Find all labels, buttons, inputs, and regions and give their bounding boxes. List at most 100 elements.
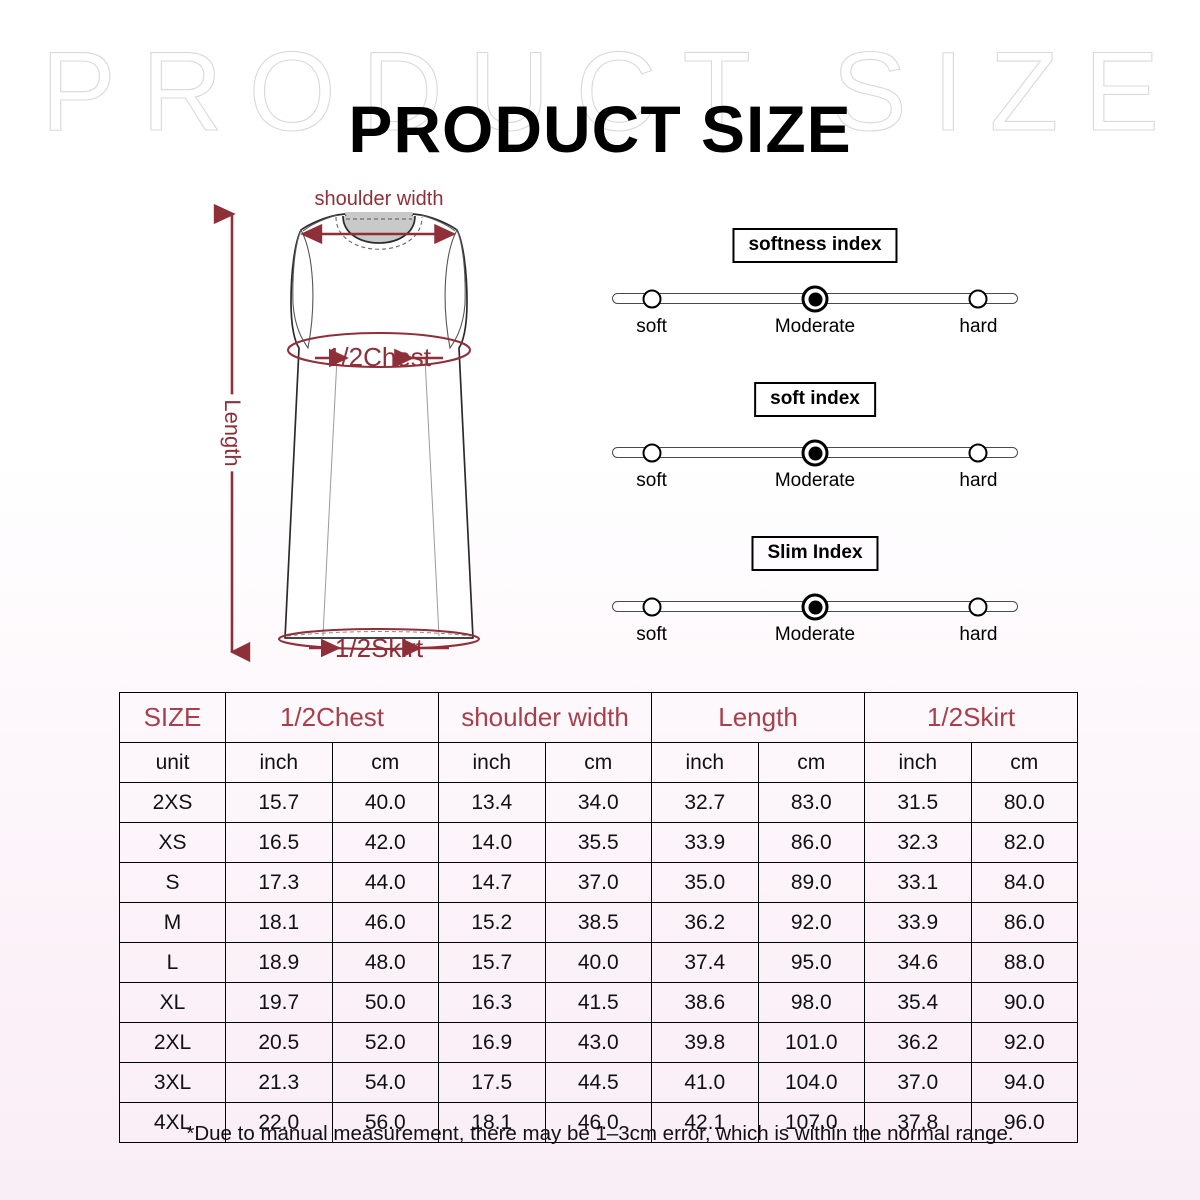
size-table-container: SIZE 1/2Chest shoulder width Length 1/2S… bbox=[119, 692, 1079, 1143]
table-row: 4XL 22.0 56.0 18.1 46.0 42.1 107.0 37.8 … bbox=[119, 1102, 1079, 1143]
cell-value: 16.9 bbox=[438, 1022, 546, 1063]
slider-label-soft: soft bbox=[636, 624, 667, 645]
table-row: L 18.9 48.0 15.7 40.0 37.4 95.0 34.6 88.… bbox=[119, 942, 1079, 983]
unit-cell-label: unit bbox=[119, 742, 226, 783]
cell-value: 86.0 bbox=[757, 822, 866, 863]
slider-label-soft: soft bbox=[636, 470, 667, 491]
cell-value: 32.7 bbox=[651, 782, 759, 823]
garment-illustration bbox=[213, 203, 481, 663]
header-shoulder-width: shoulder width bbox=[438, 692, 653, 743]
product-index-panel: softness index soft Moderate hard soft i… bbox=[600, 220, 1030, 660]
cell-value: 46.0 bbox=[331, 902, 440, 943]
cell-value: 42.1 bbox=[651, 1102, 759, 1143]
measurement-disclaimer: *Due to manual measurement, there may be… bbox=[186, 1122, 1014, 1145]
cell-value: 83.0 bbox=[757, 782, 866, 823]
half-skirt-measure bbox=[277, 627, 481, 658]
cell-value: 35.5 bbox=[544, 822, 653, 863]
slider-label-hard: hard bbox=[959, 316, 998, 337]
soft-slider[interactable] bbox=[600, 436, 1030, 470]
index-block-soft: soft index soft Moderate hard bbox=[600, 374, 1030, 500]
unit-cell-chest-cm: cm bbox=[331, 742, 440, 783]
cell-value: 18.9 bbox=[225, 942, 333, 983]
cell-value: 37.0 bbox=[544, 862, 653, 903]
cell-value: 41.5 bbox=[544, 982, 653, 1023]
cell-value: 96.0 bbox=[970, 1102, 1079, 1143]
cell-value: 37.8 bbox=[864, 1102, 972, 1143]
slider-labels: soft Moderate hard bbox=[600, 316, 1030, 342]
size-table: SIZE 1/2Chest shoulder width Length 1/2S… bbox=[119, 692, 1079, 1143]
cell-value: 52.0 bbox=[331, 1022, 440, 1063]
softness-slider[interactable] bbox=[600, 282, 1030, 316]
table-unit-header-row: unit inch cm inch cm inch cm inch cm bbox=[119, 742, 1079, 783]
page-title: PRODUCT SIZE bbox=[348, 92, 852, 166]
cell-size: XS bbox=[119, 822, 226, 863]
cell-value: 22.0 bbox=[225, 1102, 333, 1143]
cell-value: 36.2 bbox=[864, 1022, 972, 1063]
cell-value: 32.3 bbox=[864, 822, 972, 863]
slider-knob-hard[interactable] bbox=[968, 443, 988, 463]
cell-value: 95.0 bbox=[757, 942, 866, 983]
header-length: Length bbox=[651, 692, 866, 743]
cell-value: 89.0 bbox=[757, 862, 866, 903]
slider-knob-moderate-selected[interactable] bbox=[801, 285, 829, 313]
cell-value: 44.5 bbox=[544, 1062, 653, 1103]
table-row: S 17.3 44.0 14.7 37.0 35.0 89.0 33.1 84.… bbox=[119, 862, 1079, 903]
cell-value: 38.5 bbox=[544, 902, 653, 943]
cell-value: 14.7 bbox=[438, 862, 546, 903]
table-row: 2XS 15.7 40.0 13.4 34.0 32.7 83.0 31.5 8… bbox=[119, 782, 1079, 823]
cell-value: 92.0 bbox=[757, 902, 866, 943]
unit-cell-length-cm: cm bbox=[757, 742, 866, 783]
slim-slider[interactable] bbox=[600, 590, 1030, 624]
slider-knob-moderate-selected[interactable] bbox=[801, 439, 829, 467]
cell-size: S bbox=[119, 862, 226, 903]
cell-value: 18.1 bbox=[225, 902, 333, 943]
garment-body-outline bbox=[284, 212, 474, 639]
size-table-head: SIZE 1/2Chest shoulder width Length 1/2S… bbox=[119, 692, 1079, 783]
unit-cell-skirt-inch: inch bbox=[864, 742, 972, 783]
cell-value: 48.0 bbox=[331, 942, 440, 983]
cell-value: 88.0 bbox=[970, 942, 1079, 983]
header-size: SIZE bbox=[119, 692, 226, 743]
cell-size: M bbox=[119, 902, 226, 943]
cell-value: 15.7 bbox=[225, 782, 333, 823]
index-caption: soft index bbox=[754, 382, 876, 417]
cell-value: 42.0 bbox=[331, 822, 440, 863]
header-half-chest: 1/2Chest bbox=[224, 692, 440, 743]
slider-labels: soft Moderate hard bbox=[600, 624, 1030, 650]
cell-value: 46.0 bbox=[544, 1102, 653, 1143]
cell-value: 21.3 bbox=[225, 1062, 333, 1103]
cell-value: 13.4 bbox=[438, 782, 546, 823]
cell-value: 16.3 bbox=[438, 982, 546, 1023]
slider-label-soft: soft bbox=[636, 316, 667, 337]
cell-value: 84.0 bbox=[970, 862, 1079, 903]
cell-value: 92.0 bbox=[970, 1022, 1079, 1063]
slider-knob-hard[interactable] bbox=[968, 289, 988, 309]
slider-knob-moderate-selected[interactable] bbox=[801, 593, 829, 621]
cell-value: 44.0 bbox=[331, 862, 440, 903]
cell-value: 40.0 bbox=[331, 782, 440, 823]
cell-value: 16.5 bbox=[225, 822, 333, 863]
slider-knob-hard[interactable] bbox=[968, 597, 988, 617]
cell-value: 107.0 bbox=[757, 1102, 866, 1143]
cell-value: 35.4 bbox=[864, 982, 972, 1023]
unit-cell-length-inch: inch bbox=[651, 742, 759, 783]
cell-value: 34.6 bbox=[864, 942, 972, 983]
slider-knob-soft[interactable] bbox=[642, 597, 662, 617]
table-row: XS 16.5 42.0 14.0 35.5 33.9 86.0 32.3 82… bbox=[119, 822, 1079, 863]
slider-knob-soft[interactable] bbox=[642, 443, 662, 463]
cell-value: 37.4 bbox=[651, 942, 759, 983]
cell-value: 35.0 bbox=[651, 862, 759, 903]
cell-value: 37.0 bbox=[864, 1062, 972, 1103]
slider-labels: soft Moderate hard bbox=[600, 470, 1030, 496]
cell-value: 41.0 bbox=[651, 1062, 759, 1103]
table-row: M 18.1 46.0 15.2 38.5 36.2 92.0 33.9 86.… bbox=[119, 902, 1079, 943]
cell-value: 36.2 bbox=[651, 902, 759, 943]
slider-knob-soft[interactable] bbox=[642, 289, 662, 309]
unit-cell-skirt-cm: cm bbox=[970, 742, 1079, 783]
cell-value: 43.0 bbox=[544, 1022, 653, 1063]
table-group-header-row: SIZE 1/2Chest shoulder width Length 1/2S… bbox=[119, 692, 1079, 743]
cell-value: 34.0 bbox=[544, 782, 653, 823]
unit-cell-shoulder-inch: inch bbox=[438, 742, 546, 783]
cell-value: 17.3 bbox=[225, 862, 333, 903]
cell-size: 3XL bbox=[119, 1062, 226, 1103]
